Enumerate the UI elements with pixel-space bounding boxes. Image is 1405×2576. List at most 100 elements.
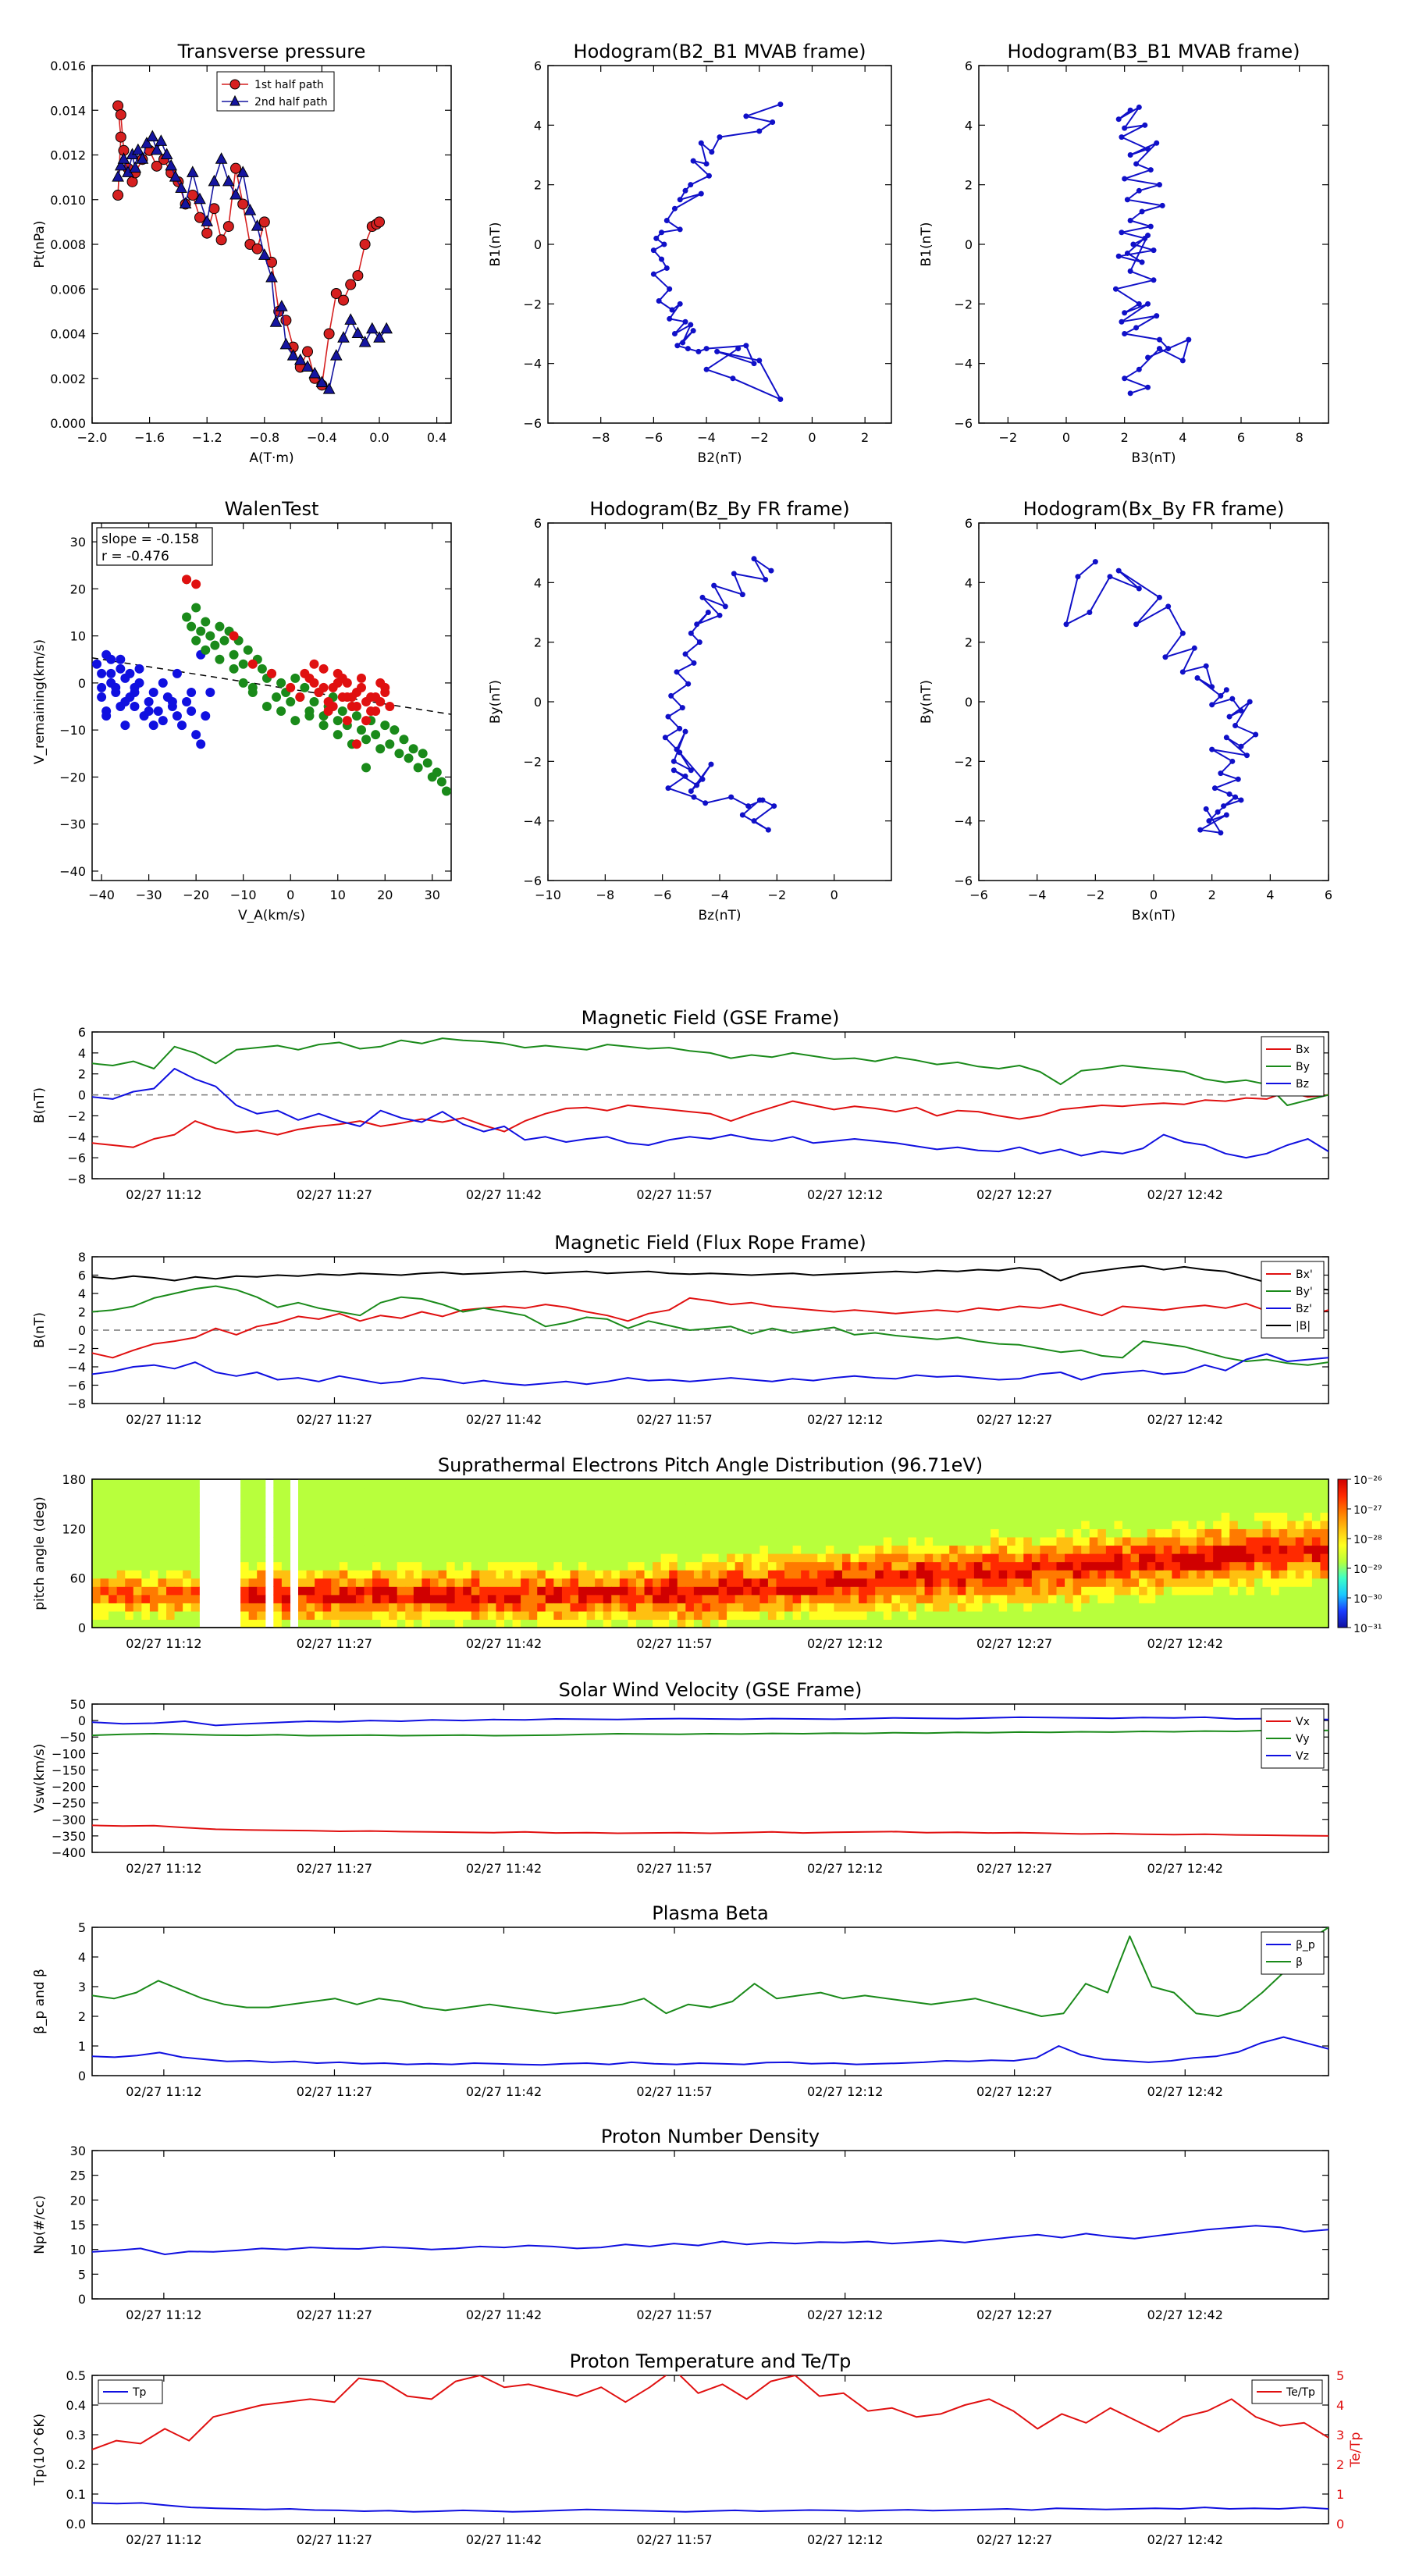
data-point (728, 794, 735, 800)
heatmap-cell (759, 1512, 769, 1521)
heatmap-cell (108, 1496, 118, 1505)
heatmap-cell (801, 1545, 810, 1554)
heatmap-cell (281, 1479, 291, 1489)
heatmap-cell (240, 1479, 250, 1489)
heatmap-cell (834, 1561, 843, 1571)
heatmap-cell (850, 1594, 859, 1603)
data-point (674, 343, 681, 349)
data-point (201, 617, 211, 627)
data-point (172, 668, 182, 678)
heatmap-cell (767, 1512, 777, 1521)
heatmap-cell (389, 1553, 398, 1563)
heatmap-cell (1072, 1496, 1082, 1505)
heatmap-cell (92, 1520, 101, 1529)
heatmap-cell (875, 1536, 884, 1546)
data-point (1191, 645, 1197, 651)
heatmap-cell (108, 1479, 118, 1489)
heatmap-cell (1271, 1528, 1280, 1538)
heatmap-cell (322, 1561, 332, 1571)
heatmap-cell (751, 1512, 760, 1521)
heatmap-cell (355, 1496, 365, 1505)
heatmap-cell (809, 1545, 818, 1554)
heatmap-cell (619, 1603, 628, 1612)
heatmap-cell (561, 1553, 571, 1563)
data-point (315, 375, 329, 387)
heatmap-cell (784, 1496, 794, 1505)
heatmap-cell (528, 1528, 538, 1538)
heatmap-cell (727, 1603, 736, 1612)
data-point (222, 221, 234, 233)
heatmap-cell (792, 1561, 802, 1571)
heatmap-cell (933, 1619, 942, 1628)
heatmap-cell (1163, 1594, 1172, 1603)
data-point (1107, 574, 1113, 580)
y2-tick-label: 5 (1336, 2368, 1344, 2383)
heatmap-cell (982, 1503, 991, 1513)
heatmap-cell (331, 1487, 340, 1496)
heatmap-cell (487, 1578, 497, 1587)
heatmap-cell (347, 1619, 357, 1628)
heatmap-cell (644, 1586, 653, 1596)
heatmap-cell (183, 1603, 192, 1612)
heatmap-cell (841, 1610, 852, 1621)
heatmap-cell (429, 1594, 439, 1603)
heatmap-cell (735, 1603, 744, 1612)
heatmap-cell (1072, 1610, 1082, 1621)
data-point (1139, 208, 1145, 215)
heatmap-cell (899, 1619, 909, 1628)
heatmap-cell (553, 1553, 563, 1563)
heatmap-cell (776, 1561, 785, 1571)
data-point (1112, 286, 1119, 292)
data-point (237, 165, 250, 177)
heatmap-cell (1097, 1503, 1107, 1513)
heatmap-cell (92, 1528, 101, 1538)
heatmap-cell (850, 1528, 859, 1538)
data-point (703, 161, 710, 167)
heatmap-cell (973, 1553, 984, 1563)
heatmap-cell (735, 1553, 744, 1563)
heatmap-cell (1287, 1594, 1297, 1603)
heatmap-cell (108, 1512, 118, 1521)
heatmap-cell (322, 1603, 332, 1612)
heatmap-cell (1048, 1594, 1058, 1603)
y-axis-label: By(nT) (919, 680, 934, 724)
heatmap-cell (174, 1520, 183, 1529)
heatmap-cell (1262, 1578, 1272, 1587)
heatmap-cell (298, 1545, 308, 1554)
heatmap-cell (1089, 1594, 1098, 1603)
heatmap-cell (957, 1545, 966, 1554)
heatmap-cell (834, 1610, 843, 1621)
heatmap-cell (916, 1545, 926, 1554)
heatmap-cell (628, 1545, 637, 1554)
heatmap-cell (496, 1496, 505, 1505)
heatmap-cell (949, 1503, 959, 1513)
heatmap-cell (1237, 1503, 1247, 1513)
heatmap-cell (941, 1570, 950, 1579)
heatmap-cell (966, 1503, 975, 1513)
heatmap-cell (1089, 1536, 1098, 1546)
heatmap-cell (841, 1512, 852, 1521)
heatmap-cell (1279, 1553, 1288, 1563)
heatmap-cell (973, 1479, 984, 1489)
heatmap-cell (1139, 1594, 1148, 1603)
heatmap-cell (685, 1578, 695, 1587)
heatmap-cell (92, 1594, 101, 1603)
heatmap-cell (776, 1603, 785, 1612)
heatmap-cell (891, 1512, 901, 1521)
data-point (222, 174, 235, 187)
heatmap-cell (710, 1594, 720, 1603)
heatmap-cell (125, 1586, 134, 1596)
heatmap-cell (635, 1487, 646, 1496)
heatmap-cell (1271, 1586, 1280, 1596)
panel-walen: WalenTest−40 −30 −20 −10 0 10 20 30−40−30−20−10… (32, 498, 452, 923)
heatmap-cell (751, 1496, 760, 1505)
heatmap-cell (190, 1603, 200, 1612)
heatmap-cell (1172, 1586, 1181, 1596)
data-point (295, 692, 305, 702)
data-point (136, 152, 149, 164)
heatmap-cell (545, 1479, 554, 1489)
heatmap-cell (693, 1528, 703, 1538)
heatmap-cell (809, 1619, 818, 1628)
heatmap-cell (973, 1487, 984, 1496)
heatmap-cell (966, 1610, 975, 1621)
